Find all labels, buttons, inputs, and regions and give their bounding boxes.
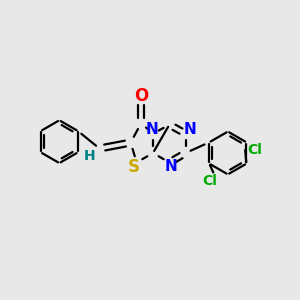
Text: Cl: Cl — [202, 174, 217, 188]
Text: S: S — [128, 158, 140, 176]
Text: N: N — [146, 122, 158, 137]
Text: O: O — [134, 87, 148, 105]
Text: N: N — [164, 159, 177, 174]
Text: Cl: Cl — [247, 143, 262, 157]
Text: H: H — [83, 149, 95, 163]
Text: N: N — [183, 122, 196, 137]
